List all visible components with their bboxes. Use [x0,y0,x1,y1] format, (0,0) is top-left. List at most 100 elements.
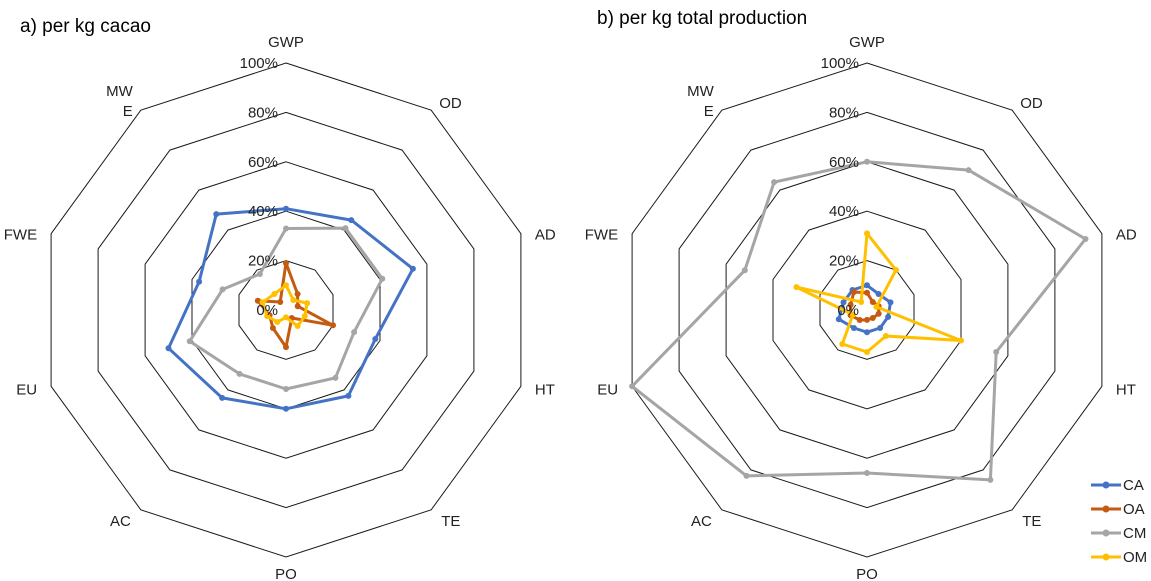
chart-a-point-om-fwe [259,299,266,306]
chart-a-point-om-gwp [283,282,289,289]
chart-a-axis-label-ht: HT [535,381,555,398]
chart-b-point-cm-gwp [864,158,870,165]
chart-b-axis-label-ac: AC [691,513,712,530]
chart-b-axis-label-mwe: MW E [687,83,714,120]
chart-a-axis-label-te: TE [441,513,460,530]
chart-a-point-om-ht [301,313,308,320]
chart-a-series-om [259,282,311,329]
chart-a-axis-label-gwp: GWP [268,34,304,51]
chart-b-tick-label: 60% [829,154,859,171]
chart-a-point-ca-eu [165,345,172,352]
chart-b-tick-label: 80% [829,104,859,121]
chart-b-tick-label: 40% [829,203,859,220]
chart-b-point-ca-ac [850,325,857,331]
chart-b-grid-ring [678,111,1056,509]
legend-label-oa: OA [1123,501,1145,518]
chart-a-grid-ring [97,111,475,509]
chart-a-series-line-ca [167,207,415,411]
chart-b-tick-label: 0% [837,302,859,319]
chart-a-grid-ring [238,260,334,360]
legend: CA OA CM OM [1091,477,1147,566]
chart-a-grid-ring [144,161,428,459]
chart-a-tick-label: 40% [248,203,278,220]
chart-b-point-om-eu [849,311,856,318]
chart-b-point-oa-po [864,316,870,323]
chart-b-point-om-ac [839,341,846,347]
chart-b-point-oa-od [869,299,876,305]
chart-b-axis-label-ad: AD [1116,227,1137,244]
chart-b-grid-ring [725,161,1009,459]
chart-a-point-om-te [294,323,301,329]
chart-a-point-cm-fwe [219,286,226,293]
chart-b-point-cm-ht [993,349,1000,355]
chart-b-axis-label-gwp: GWP [849,34,885,51]
chart-b: b) per kg total production GWP OD AD HT TE PO A… [585,8,1137,581]
chart-b-point-ca-gwp [864,282,870,289]
chart-a-title: a) per kg cacao [20,16,151,37]
chart-b-point-om-ht [958,337,964,344]
chart-a-grid-ring [191,210,381,410]
chart-b-point-cm-eu [629,383,636,390]
chart-a-point-cm-eu [186,338,193,345]
chart-b-point-om-od [893,267,899,273]
chart-b-series-om [793,230,964,355]
chart-b-point-ca-ad [887,299,894,306]
chart-a-tick-label: 60% [248,154,278,171]
legend-marker-om [1102,553,1110,561]
chart-a-point-oa-ht [330,322,336,329]
chart-a-point-cm-ad [379,275,386,282]
chart-a-tick-label: 80% [248,104,278,121]
chart-a-point-ca-ac [219,394,226,401]
legend-marker-cm [1102,529,1110,537]
chart-a-point-oa-mwe [277,299,284,305]
chart-b-point-om-ad [873,303,880,310]
chart-a-point-om-eu [264,313,271,320]
chart-b-grid-ring [631,62,1103,558]
chart-b-point-cm-po [864,470,870,476]
chart-b-point-om-gwp [864,230,870,237]
chart-a-point-oa-fwe [254,297,261,304]
chart-a-point-ca-te [345,392,352,399]
legend-marker-oa [1102,505,1110,513]
chart-b-point-ca-eu [835,316,842,323]
chart-a-point-ca-mwe [213,211,220,218]
chart-a-tick-label: 100% [240,55,278,72]
chart-a-point-om-od [290,297,297,303]
chart-a-point-om-mwe [271,291,278,297]
chart-a-point-cm-po [283,386,289,392]
chart-a-point-cm-te [332,374,339,381]
chart-a-point-cm-ht [351,329,358,336]
chart-b-point-ca-ht [885,313,892,320]
chart-a-series-line-cm [188,226,384,391]
chart-a-tick-label: 20% [248,253,278,270]
legend-marker-ca [1102,481,1110,489]
chart-b-point-ca-po [864,329,870,336]
chart-a-point-ca-fwe [196,278,203,285]
chart-a: a) per kg cacao GWP OD AD HT TE PO AC EU FWE MW E 0%… [4,16,556,581]
chart-a-point-cm-ac [236,370,243,377]
chart-b-axis-label-ht: HT [1116,381,1136,398]
chart-b-axis-label-te: TE [1022,513,1041,530]
chart-b-axis-label-po: PO [856,566,878,581]
chart-a-point-ca-po [283,405,289,412]
chart-b-point-ca-od [875,291,882,297]
chart-a-point-oa-ac [269,325,276,331]
chart-b-point-cm-ad [1082,236,1089,242]
chart-a-point-oa-od [294,291,301,297]
chart-b-point-oa-ac [856,317,863,323]
chart-b-axis-label-eu: EU [597,381,618,398]
chart-b-point-oa-te [869,315,876,321]
legend-label-cm: CM [1123,525,1146,542]
chart-b-series-cm [629,158,1089,483]
chart-a-point-oa-gwp [283,260,289,267]
chart-b-point-cm-mwe [771,179,778,186]
chart-a-axis-label-fwe: FWE [4,227,37,244]
chart-b-grid-ring [772,210,962,410]
chart-a-point-om-po [283,314,289,321]
chart-b-point-oa-ht [875,310,882,317]
chart-b-point-cm-ac [743,472,750,479]
chart-a-point-oa-po [283,344,289,351]
chart-b-point-oa-mwe [850,289,857,295]
